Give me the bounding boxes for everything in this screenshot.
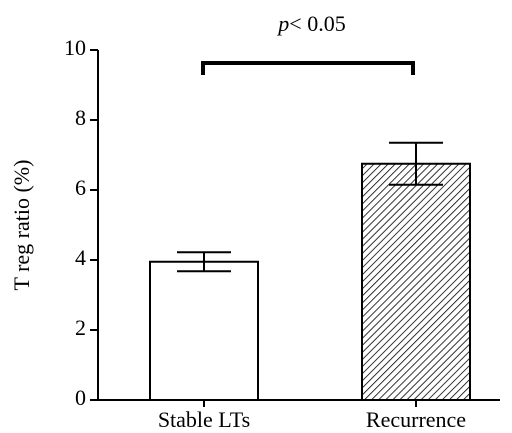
y-tick-label: 10 xyxy=(64,35,86,60)
annotation-text: < 0.05 xyxy=(289,11,345,36)
y-tick-label: 4 xyxy=(75,245,86,270)
y-tick-label: 6 xyxy=(75,175,86,200)
bar xyxy=(149,260,259,401)
annotation-p: p xyxy=(276,11,289,36)
bar xyxy=(361,162,471,401)
significance-bracket xyxy=(201,61,415,75)
annotation: p< 0.05 xyxy=(276,11,345,36)
y-tick-label: 8 xyxy=(75,105,86,130)
y-tick-label: 0 xyxy=(75,385,86,410)
y-axis-label: T reg ratio (%) xyxy=(9,160,34,291)
y-tick-label: 2 xyxy=(75,315,86,340)
x-tick-label: Recurrence xyxy=(366,407,466,432)
x-tick-label: Stable LTs xyxy=(158,407,250,432)
